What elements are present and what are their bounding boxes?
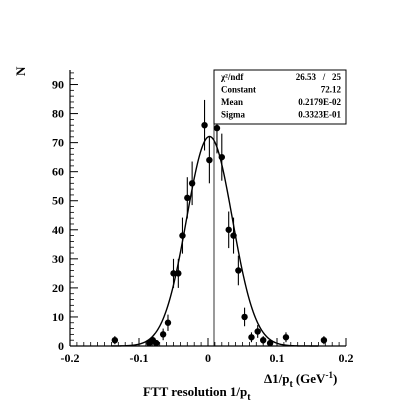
data-point [282,334,290,341]
data-points [111,99,328,347]
y-axis-title: N [13,66,28,76]
data-point [179,232,186,239]
y-tick-label: 20 [52,281,64,295]
y-tick-label: 60 [52,165,64,179]
data-point [241,313,248,321]
x-axis-title-unit: (GeV [296,371,326,386]
stats-value: 72.12 [321,85,342,95]
data-point [218,153,225,161]
data-point [153,339,160,347]
data-point [111,336,119,344]
y-tick-label: 0 [58,339,64,353]
caption-sub: t [247,392,251,403]
data-point [225,226,232,233]
x-axis-title-unit-close: ) [333,371,337,386]
data-point [159,331,167,338]
y-axis-ticks: 0 10 20 30 40 50 60 70 80 90 [52,78,78,353]
x-axis-title-unit-sup: -1 [325,370,333,380]
data-point [230,232,237,239]
x-tick-label: -0.1 [130,351,149,365]
x-tick-label: 0 [205,351,211,365]
data-point [266,339,274,347]
stats-key: Mean [221,97,243,107]
x-tick-label: 0.1 [270,351,285,365]
data-point [235,267,242,274]
data-point [184,194,191,202]
stats-key: χ²/ndf [220,72,244,82]
data-point [213,124,221,132]
y-tick-label: 90 [52,78,64,92]
x-axis-title: Δ1/pt (GeV-1) [264,370,337,390]
data-point [164,319,172,326]
y-tick-label: 30 [52,252,64,266]
y-tick-label: 40 [52,223,64,237]
data-point [188,180,196,187]
stats-box: χ²/ndf 26.53 / 25 Constant 72.12 Mean 0.2179E… [213,69,347,346]
y-axis-minor-ticks [70,72,74,341]
stats-value: 0.2179E-02 [298,97,341,107]
x-axis-title-sub: t [290,379,294,390]
x-axis-title-main: Δ1/p [264,371,290,386]
stats-value: 0.3323E-01 [298,110,341,120]
figure-caption: FTT resolution 1/pt [143,384,251,403]
y-tick-label: 70 [52,136,64,150]
data-point [260,336,267,344]
y-tick-label: 10 [52,310,64,324]
data-point [206,156,213,164]
y-tick-label: 50 [52,194,64,208]
caption-main: FTT resolution 1/p [143,384,247,399]
stats-box-frame [213,69,347,125]
data-point [170,270,177,277]
y-tick-label: 80 [52,107,64,121]
stats-key: Sigma [221,110,246,120]
data-point [201,122,208,129]
data-point [320,336,328,344]
data-point [175,270,182,277]
gaussian-fit-curve [111,135,319,347]
stats-key: Constant [221,85,256,95]
x-tick-label: 0.2 [339,351,354,365]
data-point [248,334,255,341]
x-tick-label: -0.2 [61,351,80,365]
stats-value: 26.53 / 25 [296,72,342,82]
data-point [254,328,261,335]
